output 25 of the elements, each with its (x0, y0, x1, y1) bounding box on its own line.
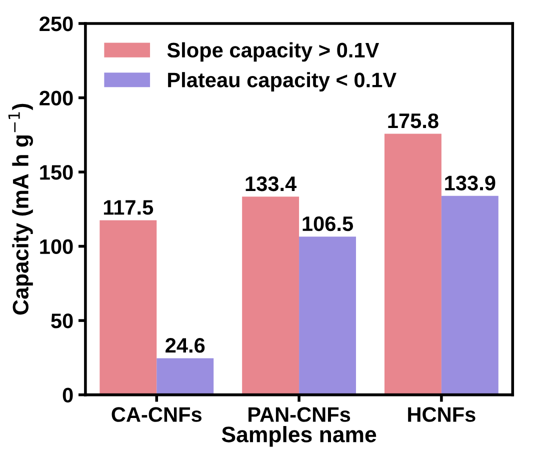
data-label: 133.4 (246, 176, 297, 192)
y-tick-label: 50 (51, 314, 73, 328)
bar (100, 220, 157, 395)
data-label: 133.9 (445, 176, 496, 190)
x-tick-label: PAN-CNFs (248, 407, 350, 422)
x-tick-label: CA-CNFs (112, 407, 202, 422)
y-tick-label: 200 (40, 90, 73, 106)
bar (242, 196, 300, 395)
data-label: 175.8 (388, 113, 438, 128)
y-tick-label: 0 (62, 388, 73, 403)
bar (156, 358, 214, 395)
y-tick-label: 250 (40, 16, 73, 32)
x-tick-label: HCNFs (408, 407, 476, 422)
bar (384, 134, 442, 395)
x-axis-title: Samples name (222, 426, 376, 447)
bar (441, 196, 498, 395)
legend-label: Slope capacity > 0.1V (167, 42, 380, 62)
y-tick-label: 150 (40, 165, 73, 180)
data-label: 106.5 (302, 216, 354, 232)
legend-label: Plateau capacity < 0.1V (168, 72, 396, 92)
data-label: 24.6 (166, 338, 205, 353)
y-axis-title: Capacity (mA h g$^{−1}$) (8, 104, 33, 315)
bar (299, 236, 356, 395)
data-label: 117.5 (104, 200, 154, 215)
y-tick-label: 100 (40, 239, 73, 254)
